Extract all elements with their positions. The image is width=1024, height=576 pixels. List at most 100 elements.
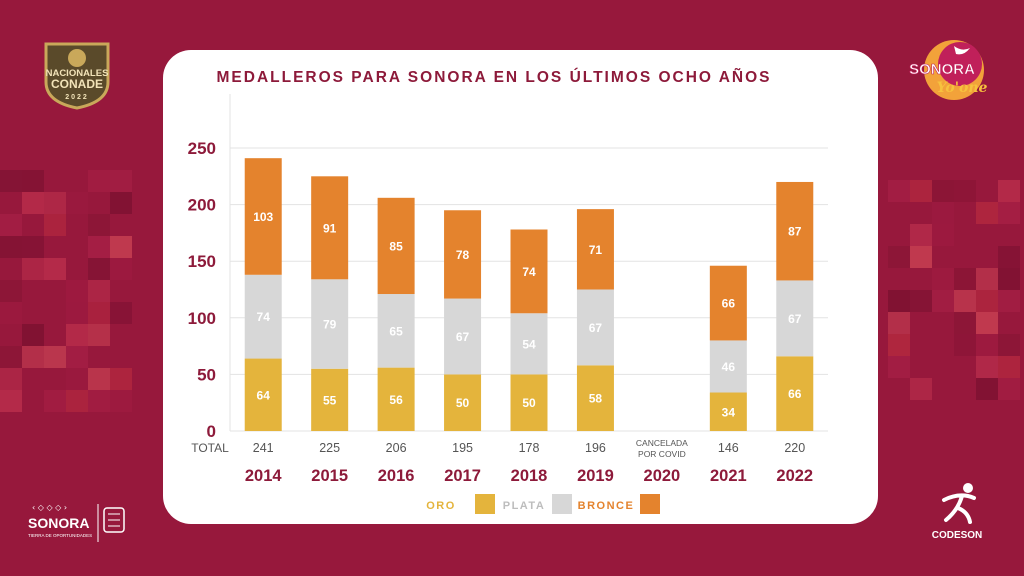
mosaic-tile	[998, 246, 1020, 268]
bar-oro-2014	[244, 358, 282, 431]
mosaic-tile	[954, 334, 976, 356]
mosaic-tile	[998, 180, 1020, 202]
mosaic-tile	[0, 390, 22, 412]
mosaic-tile	[888, 356, 910, 378]
mosaic-tile	[44, 214, 66, 236]
bar-oro-2017	[444, 374, 482, 431]
mosaic-tile	[888, 290, 910, 312]
bar-oro-2016	[377, 367, 415, 431]
codeson-logo: CODESON	[924, 480, 990, 542]
sonora-footer-tagline: TIERRA DE OPORTUNIDADES	[28, 533, 92, 538]
bar-plata-2018	[510, 313, 548, 375]
mosaic-tile	[22, 170, 44, 192]
total-value: 195	[452, 441, 473, 455]
bars	[244, 158, 814, 431]
bar-oro-2019	[576, 365, 614, 431]
mosaic-tile	[998, 334, 1020, 356]
sonora-footer-main: SONORA	[28, 515, 89, 531]
data-labels: 64 74 103 55 79 91 56 65 85 50 67 78 50 54 74 58 67 71 34 4…	[253, 210, 802, 419]
legend-swatch-oro	[475, 494, 495, 514]
total-value: 146	[718, 441, 739, 455]
sonora-yo-one-script: Yo'one	[937, 80, 988, 96]
value-label: 58	[589, 392, 603, 406]
runner-emblem-icon	[68, 49, 86, 67]
mosaic-tile	[0, 170, 22, 192]
x-tick-label: 2021	[710, 467, 747, 485]
mosaic-tile	[0, 346, 22, 368]
nacionales-line1: NACIONALES	[46, 68, 109, 79]
x-tick-label: 2019	[577, 467, 614, 485]
mosaic-tile	[998, 202, 1020, 224]
x-tick-label: 2017	[444, 467, 481, 485]
legend-label-bronce: BRONCE	[578, 500, 635, 512]
total-value: 241	[253, 441, 274, 455]
x-tick-label: 2022	[776, 467, 813, 485]
mosaic-tile	[22, 258, 44, 280]
legend-swatch-plata	[552, 494, 572, 514]
nacionales-year: 2022	[65, 94, 89, 101]
mosaic-tile	[66, 302, 88, 324]
mosaic-tile	[110, 368, 132, 390]
mosaic-tile	[44, 390, 66, 412]
y-tick-label: 100	[188, 309, 216, 328]
y-tick-label: 200	[188, 196, 216, 215]
mosaic-tile	[110, 258, 132, 280]
mosaic-tile	[910, 246, 932, 268]
mosaic-tile	[976, 290, 998, 312]
mosaic-tile	[110, 302, 132, 324]
mosaic-tile	[888, 180, 910, 202]
mosaic-tile	[88, 302, 110, 324]
mosaic-tile	[910, 290, 932, 312]
sonora-yo-one-main: SONORA	[909, 61, 975, 78]
mosaic-tile	[0, 236, 22, 258]
mosaic-tile	[88, 170, 110, 192]
mosaic-tile	[976, 312, 998, 334]
mosaic-tile	[44, 258, 66, 280]
value-label: 50	[522, 396, 536, 410]
value-label: 103	[253, 210, 273, 224]
mosaic-tile	[932, 290, 954, 312]
mosaic-tile	[66, 324, 88, 346]
value-label: 78	[456, 248, 470, 262]
mosaic-tile	[66, 280, 88, 302]
bar-oro-2018	[510, 374, 548, 431]
nacionales-line2: CONADE	[51, 77, 103, 91]
mosaic-tile	[88, 368, 110, 390]
x-tick-label: 2015	[311, 467, 348, 485]
total-value: 220	[784, 441, 805, 455]
value-label: 71	[589, 243, 603, 257]
x-tick-label: 2020	[644, 467, 681, 485]
mosaic-tile	[998, 378, 1020, 400]
mosaic-tile	[888, 312, 910, 334]
mosaic-tile	[22, 192, 44, 214]
value-label: 65	[389, 324, 403, 338]
mosaic-tile	[888, 334, 910, 356]
mosaic-tile	[932, 224, 954, 246]
bar-plata-2017	[444, 298, 482, 375]
bar-plata-2021	[709, 340, 747, 393]
bar-oro-2015	[311, 368, 349, 431]
mosaic-tile	[110, 192, 132, 214]
bar-bronce-2022	[776, 181, 814, 281]
bar-plata-2016	[377, 294, 415, 368]
bar-bronce-2018	[510, 229, 548, 314]
value-label: 74	[257, 310, 271, 324]
value-label: 79	[323, 318, 337, 332]
value-label: 66	[722, 297, 736, 311]
svg-text:‹ ◇ ◇ ◇ ›: ‹ ◇ ◇ ◇ ›	[32, 503, 67, 512]
bar-plata-2014	[244, 274, 282, 359]
mosaic-tile	[932, 202, 954, 224]
total-value: 225	[319, 441, 340, 455]
mosaic-tile	[910, 180, 932, 202]
value-label: 67	[589, 321, 603, 335]
mosaic-tile	[0, 280, 22, 302]
y-tick-label: 0	[207, 422, 216, 441]
mosaic-tile	[976, 378, 998, 400]
value-label: 85	[389, 239, 403, 253]
mosaic-tile	[66, 368, 88, 390]
bar-bronce-2019	[576, 209, 614, 290]
nacionales-conade-logo: NACIONALES CONADE 2022	[38, 36, 116, 110]
runner-figure-icon	[942, 483, 976, 524]
bar-bronce-2016	[377, 197, 415, 295]
swimmer-icon	[954, 46, 970, 55]
